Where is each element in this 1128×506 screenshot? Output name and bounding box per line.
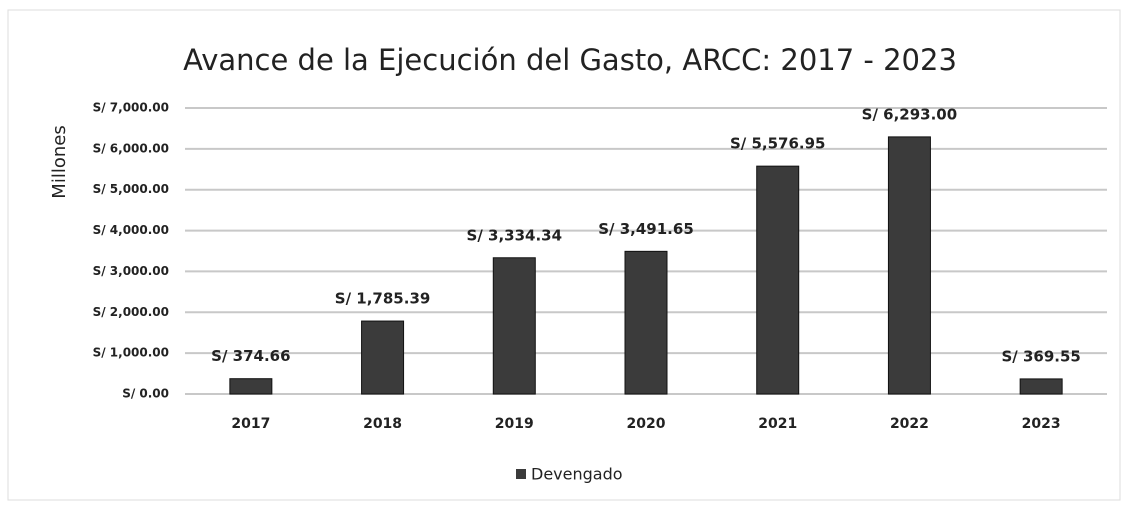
value-label: S/ 374.66: [211, 347, 290, 365]
bar: [624, 250, 668, 395]
value-label: S/ 5,576.95: [730, 135, 826, 153]
value-label: S/ 369.55: [1001, 347, 1080, 365]
y-tick-label: S/ 3,000.00: [93, 264, 169, 278]
value-label: S/ 6,293.00: [862, 105, 958, 123]
legend-label: Devengado: [531, 465, 623, 484]
x-tick-label: 2019: [495, 416, 534, 432]
y-tick-label: S/ 6,000.00: [93, 141, 169, 155]
y-tick-label: S/ 4,000.00: [93, 223, 169, 237]
y-tick-label: S/ 5,000.00: [93, 182, 169, 196]
chart-title: Avance de la Ejecución del Gasto, ARCC: …: [183, 43, 957, 77]
y-tick-label: S/ 2,000.00: [93, 305, 169, 319]
bar: [887, 136, 931, 395]
value-label: S/ 3,334.34: [467, 226, 563, 244]
value-label: S/ 1,785.39: [335, 290, 431, 308]
y-axis-label: Millones: [49, 125, 70, 198]
bar: [756, 165, 800, 395]
y-tick-label: S/ 0.00: [122, 387, 169, 401]
y-tick-label: S/ 7,000.00: [93, 101, 169, 115]
bar: [1019, 378, 1063, 395]
y-tick-label: S/ 1,000.00: [93, 346, 169, 360]
x-tick-label: 2022: [890, 416, 929, 432]
x-tick-label: 2021: [758, 416, 797, 432]
value-label: S/ 3,491.65: [598, 220, 694, 238]
bar: [361, 320, 405, 395]
legend-swatch: [516, 469, 526, 479]
x-tick-label: 2017: [231, 416, 270, 432]
x-tick-label: 2023: [1022, 416, 1061, 432]
chart-border: [7, 9, 1121, 501]
bar: [229, 378, 273, 395]
x-tick-label: 2020: [627, 416, 666, 432]
x-tick-label: 2018: [363, 416, 402, 432]
bar: [492, 257, 536, 395]
